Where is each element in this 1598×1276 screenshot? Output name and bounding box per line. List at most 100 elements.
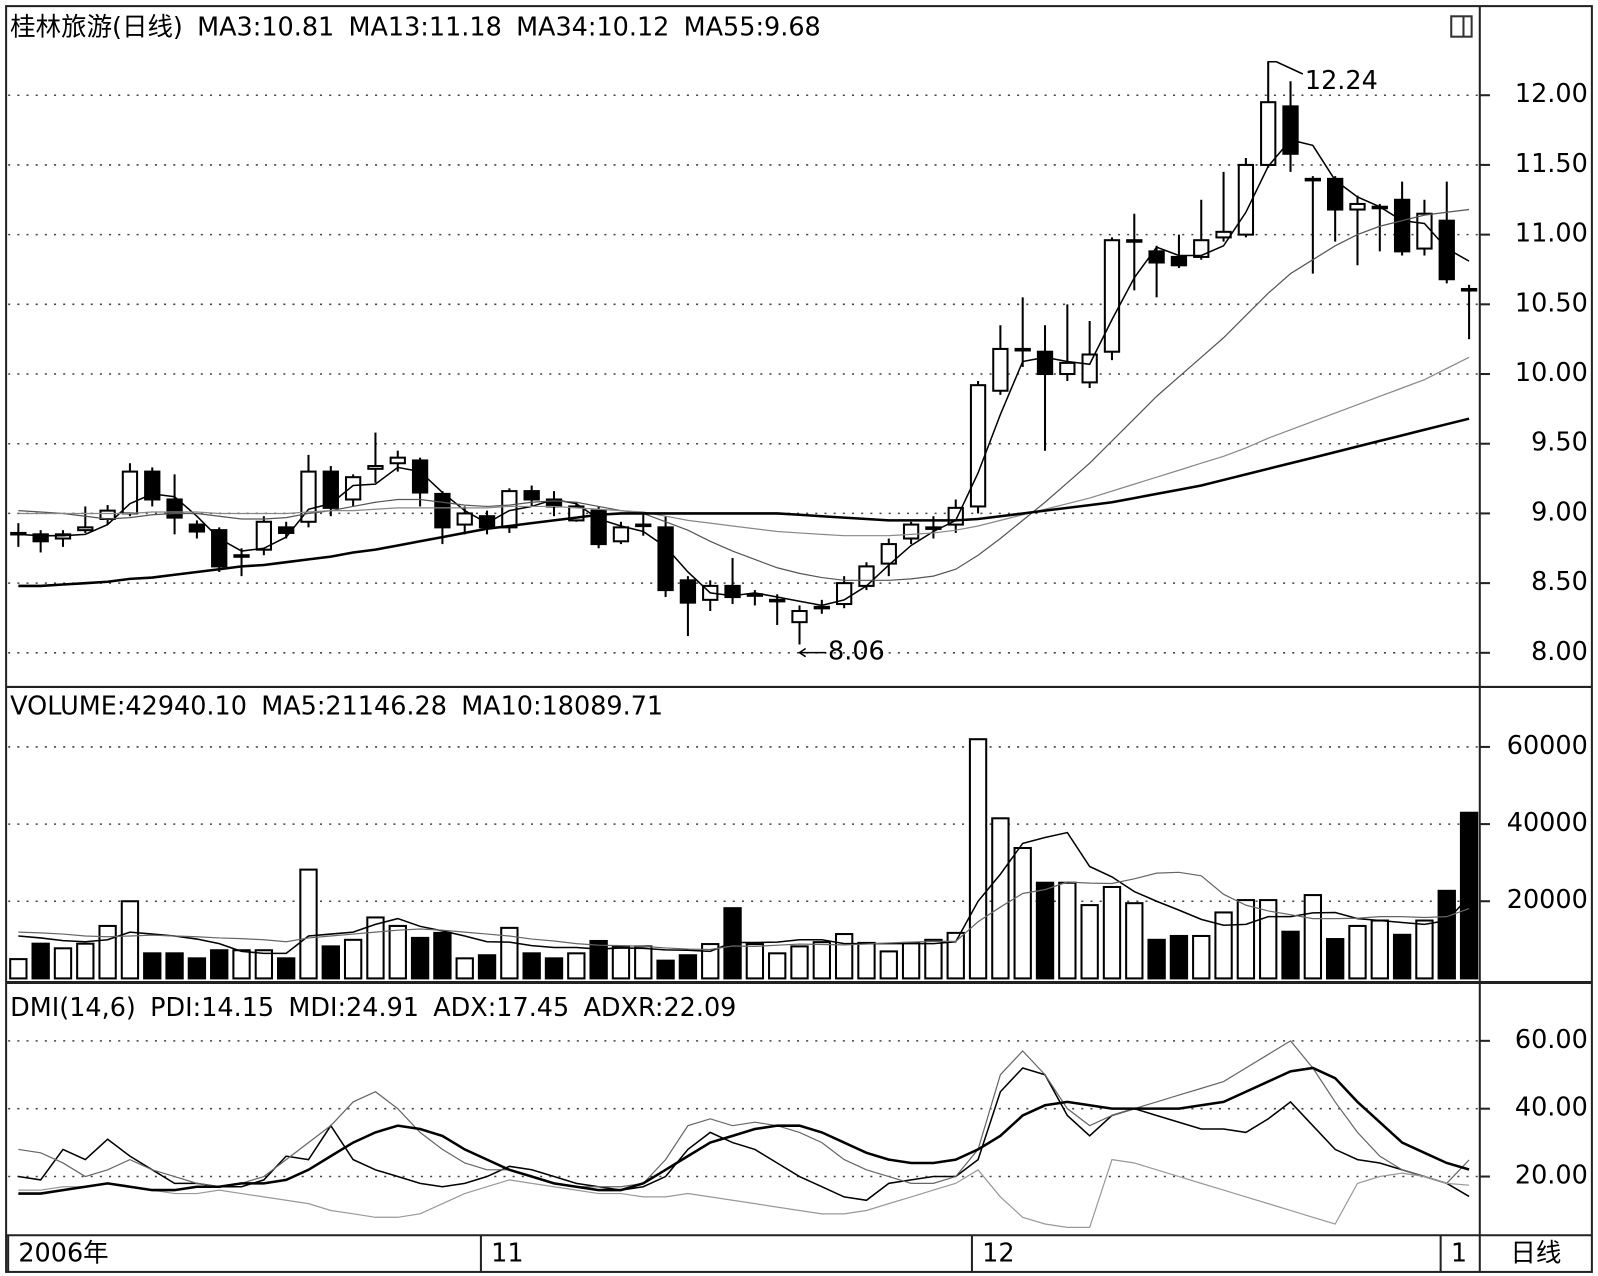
volume-bar bbox=[1459, 811, 1479, 980]
volume-bar bbox=[1236, 899, 1256, 980]
volume-bar bbox=[1147, 938, 1166, 980]
volume-bar bbox=[1125, 902, 1144, 980]
y-tick-label: 40.00 bbox=[1515, 1093, 1588, 1123]
volume-bar bbox=[143, 952, 162, 980]
volume-bar bbox=[76, 942, 95, 980]
candle-body bbox=[902, 523, 920, 540]
candle-body bbox=[1260, 101, 1277, 166]
candle-body bbox=[434, 492, 451, 529]
candle-body bbox=[233, 554, 250, 558]
volume-bar bbox=[299, 868, 318, 980]
volume-bar bbox=[388, 924, 407, 980]
candle-body bbox=[77, 526, 94, 532]
candle-body bbox=[144, 470, 161, 501]
volume-bar bbox=[678, 954, 698, 980]
candle-body bbox=[679, 579, 697, 604]
candle-body bbox=[657, 526, 674, 592]
line-series bbox=[18, 138, 1470, 607]
candle-body bbox=[1327, 177, 1344, 211]
volume-bar bbox=[187, 957, 207, 980]
candle-body bbox=[992, 347, 1009, 392]
volume-bar bbox=[120, 900, 140, 980]
volume-bar bbox=[857, 941, 876, 980]
candle-body bbox=[1126, 239, 1143, 243]
candle-body bbox=[1170, 255, 1188, 267]
volume-bar bbox=[343, 938, 363, 980]
volume-bar bbox=[254, 949, 274, 980]
volume-bar bbox=[277, 957, 296, 980]
candle-body bbox=[746, 593, 764, 597]
high-label: 12.24 bbox=[1305, 66, 1378, 96]
volume-bar bbox=[812, 941, 832, 980]
candle-body bbox=[1438, 219, 1455, 281]
candle-body bbox=[1304, 177, 1321, 182]
candle-body bbox=[389, 456, 406, 465]
low-label: 8.06 bbox=[828, 637, 885, 667]
line-series bbox=[18, 871, 1470, 951]
y-tick-label: 9.50 bbox=[1531, 428, 1588, 458]
candle-body bbox=[1349, 202, 1366, 211]
x-tick-label: 12 bbox=[982, 1239, 1014, 1269]
volume-bar bbox=[53, 947, 73, 980]
line-series bbox=[18, 1067, 1470, 1202]
period-label: 日线 bbox=[1510, 1239, 1561, 1269]
volume-bar bbox=[879, 950, 898, 980]
candle-body bbox=[32, 533, 49, 543]
candle-body bbox=[188, 523, 206, 533]
volume-bar bbox=[9, 958, 28, 980]
candle-body bbox=[635, 523, 652, 528]
candle-body bbox=[300, 470, 317, 523]
candle-body bbox=[813, 605, 830, 610]
y-tick-label: 60.00 bbox=[1515, 1025, 1588, 1055]
volume-bar bbox=[611, 945, 631, 980]
volume-bar bbox=[1325, 938, 1345, 980]
candle-body bbox=[456, 512, 473, 526]
volume-bar bbox=[1080, 904, 1099, 980]
volume-bar bbox=[1303, 894, 1323, 980]
legend-entry: ADX:17.45 bbox=[433, 993, 569, 1023]
candle-body bbox=[166, 498, 183, 519]
icon-box[interactable] bbox=[1450, 15, 1473, 38]
y-tick-label: 9.00 bbox=[1531, 497, 1588, 527]
volume-bar bbox=[1370, 919, 1389, 980]
volume-bar bbox=[968, 738, 988, 980]
y-tick-label: 40000 bbox=[1507, 808, 1588, 838]
legend-entry: MA3:10.81 bbox=[197, 13, 334, 43]
candle-body bbox=[880, 543, 897, 565]
legend-entry: VOLUME:42940.10 bbox=[10, 691, 247, 721]
volume-bar bbox=[1348, 924, 1367, 980]
candle-body bbox=[1282, 105, 1299, 155]
volume-bar bbox=[410, 936, 430, 980]
candle-body bbox=[969, 384, 987, 508]
window-icon[interactable] bbox=[1450, 15, 1473, 38]
candle-body bbox=[769, 598, 786, 603]
frame bbox=[5, 5, 1593, 1273]
volume-bar bbox=[1392, 933, 1412, 980]
volume-bar bbox=[1437, 889, 1456, 980]
candle-body bbox=[612, 526, 630, 543]
x-tick-label: 2006年 bbox=[18, 1239, 108, 1269]
y-tick-label: 8.50 bbox=[1531, 567, 1588, 597]
candle-body bbox=[1059, 361, 1076, 376]
legend-entry: MA10:18089.71 bbox=[461, 691, 663, 721]
candle-body bbox=[1193, 239, 1210, 258]
line-series bbox=[18, 208, 1470, 581]
volume-bar bbox=[165, 952, 184, 980]
line-series bbox=[18, 1040, 1470, 1188]
volume-bar bbox=[589, 939, 608, 980]
volume-bar bbox=[232, 949, 251, 980]
volume-bar bbox=[1102, 885, 1122, 980]
volume-bar bbox=[745, 943, 765, 980]
candle-body bbox=[724, 584, 741, 599]
candle-body bbox=[1081, 353, 1098, 384]
volume-bar bbox=[455, 957, 474, 980]
volume-bar bbox=[1013, 846, 1032, 980]
candle-body bbox=[1237, 163, 1255, 236]
candle-body bbox=[1103, 239, 1121, 353]
legend-entry: 桂林旅游(日线) bbox=[10, 13, 183, 43]
volume-bar bbox=[634, 945, 653, 980]
volume-bar bbox=[701, 943, 720, 980]
x-tick-label: 11 bbox=[491, 1239, 523, 1269]
y-tick-label: 12.00 bbox=[1515, 79, 1588, 109]
